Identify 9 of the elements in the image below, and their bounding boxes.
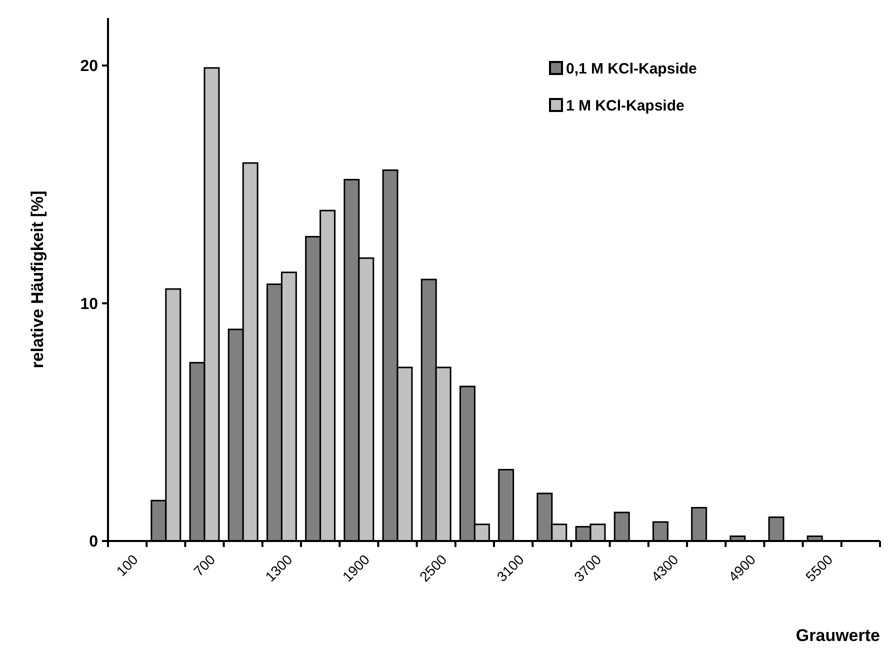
y-axis-title: relative Häufigkeit [%] — [28, 190, 47, 368]
legend-label: 0,1 M KCl-Kapside — [566, 60, 697, 78]
legend-label: 1 M KCl-Kapside — [566, 97, 684, 114]
y-tick-label: 20 — [80, 58, 98, 76]
y-tick-label: 10 — [80, 296, 98, 313]
x-axis-title: Grauwerte — [796, 626, 880, 645]
x-tick-label: 700 — [190, 551, 218, 580]
x-tick-label: 100 — [113, 551, 142, 580]
y-tick-label: 0 — [89, 534, 98, 551]
